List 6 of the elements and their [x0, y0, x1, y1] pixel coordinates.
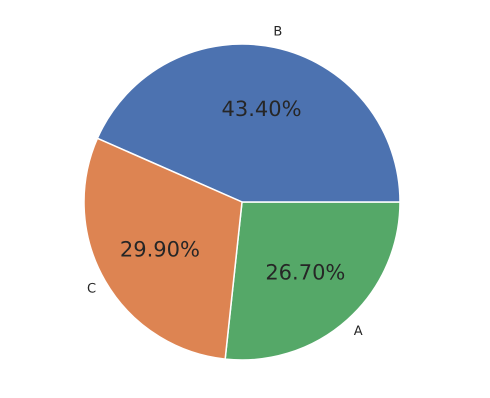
data-label: 26.70% [265, 260, 346, 285]
slice-label: C [87, 282, 96, 297]
slice-label: A [354, 324, 363, 339]
data-label: 43.40% [221, 97, 302, 122]
slice-label: B [273, 24, 282, 40]
data-label: 29.90% [120, 237, 200, 262]
